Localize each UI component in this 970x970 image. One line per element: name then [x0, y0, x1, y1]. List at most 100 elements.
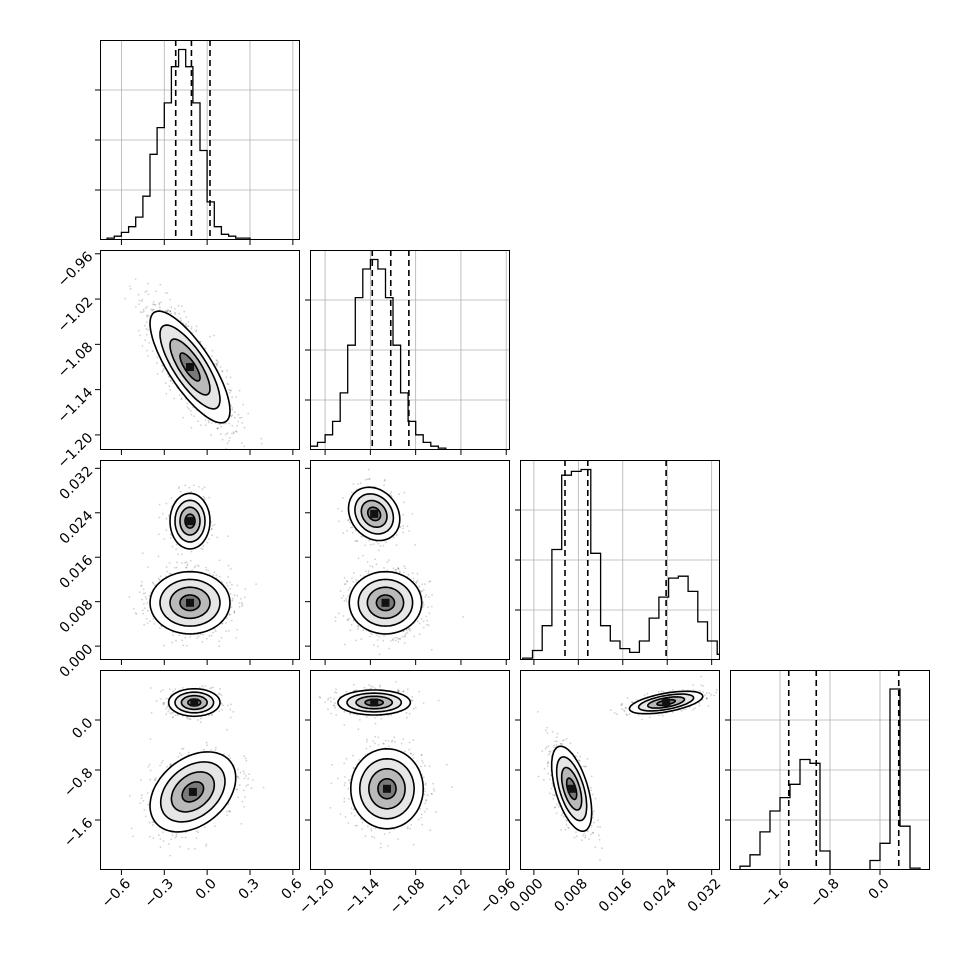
sample-point	[190, 490, 193, 493]
sample-point	[186, 716, 188, 719]
sample-point	[143, 809, 146, 811]
sample-point	[195, 837, 198, 839]
sample-point	[243, 755, 245, 758]
sample-point	[195, 830, 198, 833]
sample-point	[236, 788, 239, 791]
sample-point	[181, 836, 183, 839]
sample-point	[171, 545, 174, 548]
sample-point	[235, 637, 238, 639]
sample-point	[176, 561, 178, 564]
sample-point	[357, 483, 359, 485]
sample-point	[138, 299, 141, 302]
sample-point	[153, 778, 156, 781]
sample-point	[162, 831, 164, 834]
density-mode-0	[167, 687, 221, 718]
sample-point	[215, 362, 218, 365]
sample-point	[202, 545, 205, 548]
sample-point	[210, 422, 213, 424]
sample-point	[141, 345, 144, 347]
sample-point	[179, 490, 182, 493]
sample-point	[395, 544, 398, 546]
sample-point	[187, 407, 190, 410]
sample-point	[402, 525, 405, 527]
sample-point	[219, 433, 222, 436]
sample-point	[229, 810, 232, 813]
sample-point	[216, 365, 218, 367]
sample-point	[229, 757, 232, 759]
density-mode-1	[149, 570, 231, 635]
sample-point	[221, 370, 224, 373]
sample-point	[229, 708, 232, 711]
sample-point	[241, 605, 244, 607]
sample-point	[168, 688, 171, 690]
sample-point	[189, 559, 192, 562]
sample-point	[211, 534, 214, 537]
sample-point	[166, 310, 169, 313]
sample-point	[169, 712, 172, 715]
sample-point	[228, 629, 230, 632]
sample-point	[231, 424, 234, 427]
sample-point	[342, 497, 344, 499]
sample-point	[218, 710, 221, 713]
sample-point	[181, 562, 183, 564]
sample-point	[231, 396, 234, 399]
sample-point	[166, 309, 169, 311]
sample-point	[144, 592, 147, 594]
density-panel-0-2	[128, 484, 257, 648]
sample-point	[185, 316, 188, 318]
sample-point	[211, 349, 214, 352]
sample-point	[230, 703, 232, 706]
sample-point	[245, 775, 248, 777]
sample-point	[141, 300, 143, 303]
sample-point	[414, 544, 416, 546]
sample-point	[167, 514, 170, 517]
sample-point	[182, 644, 185, 647]
sample-point	[180, 397, 183, 400]
sample-point	[198, 485, 200, 488]
sample-point	[225, 617, 228, 620]
sample-point	[149, 687, 152, 689]
sample-point	[146, 306, 149, 308]
sample-point	[181, 687, 184, 689]
sample-point	[147, 282, 149, 285]
sample-point	[227, 383, 230, 386]
sample-point	[184, 561, 187, 564]
sample-point	[158, 579, 161, 581]
sample-point	[167, 710, 170, 713]
sample-point	[154, 303, 157, 306]
sample-point	[148, 341, 151, 344]
sample-point	[129, 287, 132, 290]
sample-point	[406, 525, 409, 528]
sample-point	[141, 598, 143, 601]
sample-point	[228, 440, 231, 442]
sample-point	[197, 565, 200, 568]
sample-point	[241, 442, 243, 444]
sample-point	[219, 366, 222, 368]
sample-point	[255, 583, 257, 585]
sample-point	[185, 644, 188, 647]
sample-point	[379, 545, 382, 547]
sample-point	[364, 478, 367, 481]
sample-point	[186, 402, 189, 405]
sample-point	[233, 612, 236, 614]
sample-point	[184, 484, 187, 487]
sample-point	[233, 610, 236, 612]
sample-point	[188, 718, 191, 720]
sample-point	[350, 526, 352, 529]
sample-point	[227, 535, 230, 537]
sample-point	[197, 420, 199, 423]
sample-point	[351, 531, 354, 534]
sample-point	[230, 415, 233, 418]
sample-point	[208, 538, 211, 540]
sample-point	[179, 317, 182, 320]
sample-point	[210, 634, 213, 637]
sample-point	[229, 592, 232, 595]
sample-point	[232, 710, 235, 713]
sample-point	[190, 413, 193, 416]
sample-point	[220, 622, 223, 625]
sample-point	[141, 298, 144, 301]
sample-point	[168, 375, 170, 378]
sample-point	[227, 704, 229, 707]
sample-point	[143, 607, 146, 610]
sample-point	[175, 835, 178, 838]
